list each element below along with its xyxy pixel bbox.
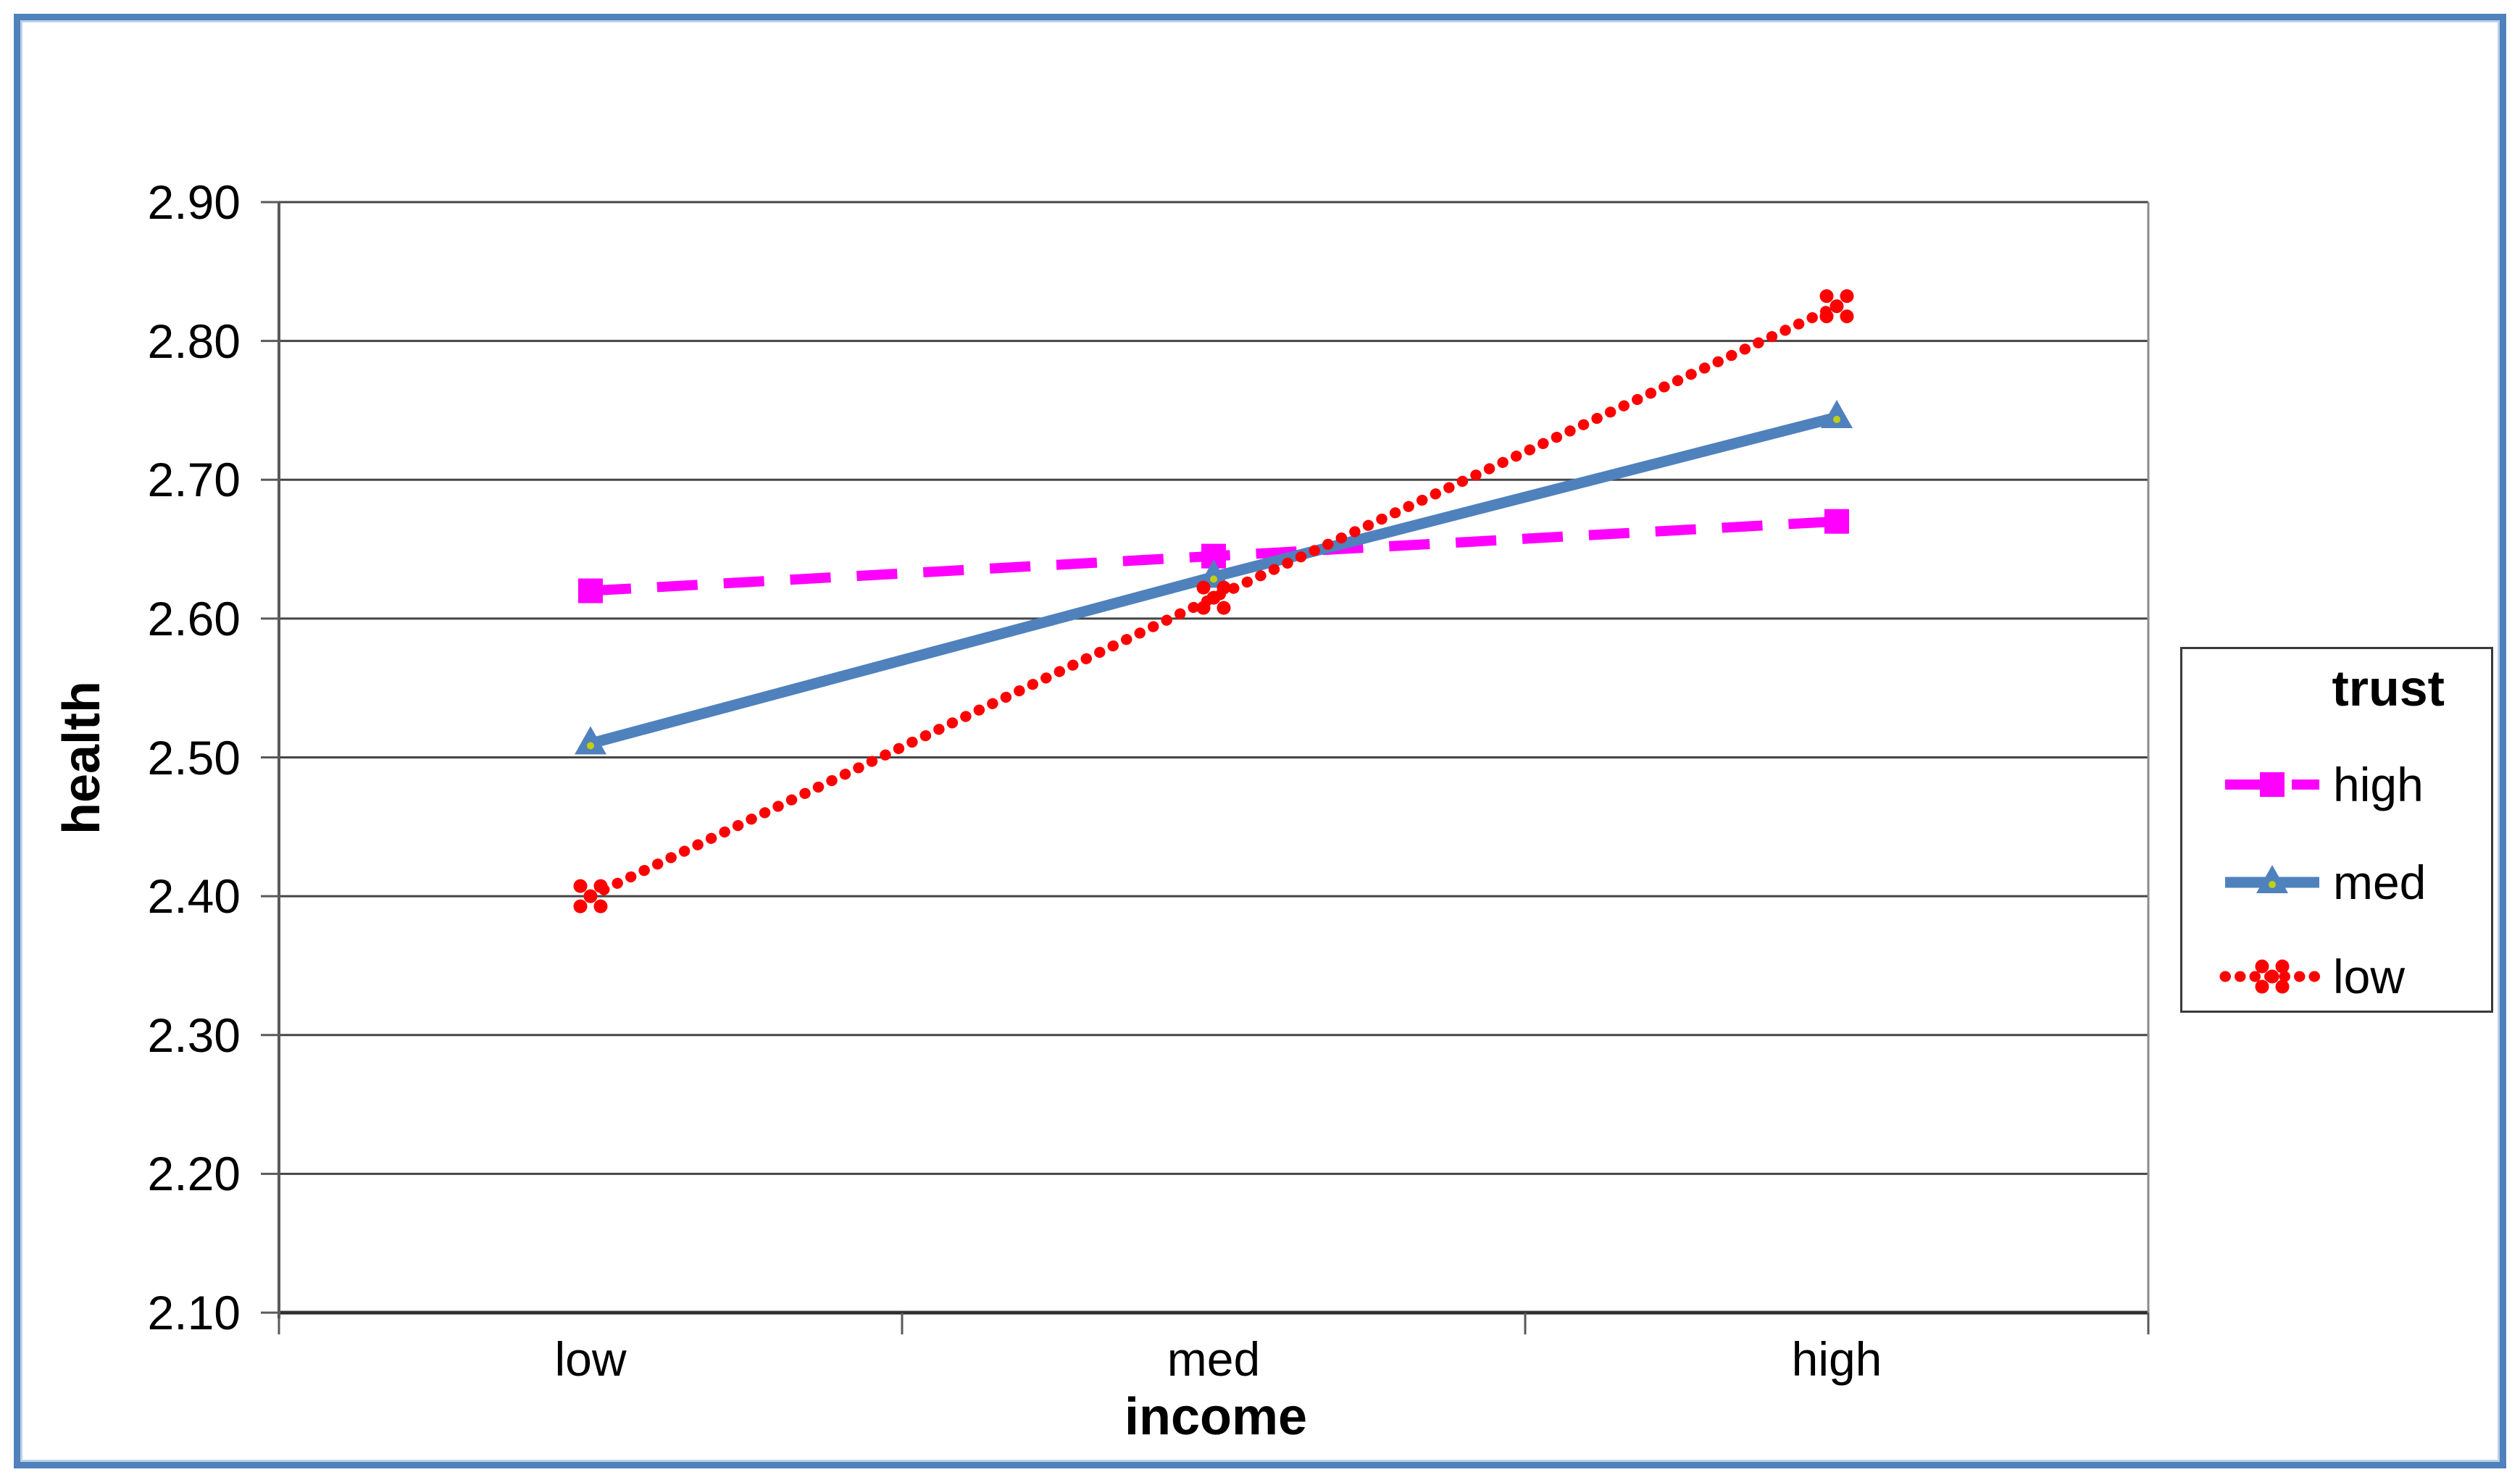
y-tick-label: 2.90 [147,175,241,229]
marker-square [2260,772,2285,797]
legend-item-med: med [2182,846,2491,919]
inner-border-line [20,20,2500,1462]
legend: trust high med low [2180,647,2493,1013]
marker-triangle [575,726,606,755]
marker-square [578,578,603,603]
legend-item-low: low [2182,940,2491,1013]
marker-triangle [1198,559,1230,588]
x-category-label: high [1791,1332,1882,1386]
marker-x [1196,580,1231,615]
legend-swatch-solid [2225,865,2319,893]
legend-swatch-dotted [2219,959,2325,994]
plot-area [261,201,2150,1334]
legend-item-label: high [2333,758,2424,811]
outer-border-frame [14,14,2506,1468]
x-category-label: low [554,1332,627,1386]
y-tick-label: 2.40 [147,869,241,924]
legend-item-high: high [2182,748,2491,821]
y-axis-title: health [53,680,111,835]
y-tick-label: 2.30 [147,1008,241,1062]
y-tick-label: 2.80 [147,314,241,368]
x-axis-title: income [1124,1388,1308,1446]
marker-triangle [1821,400,1853,429]
y-tick-label: 2.50 [147,730,241,785]
marker-x [573,879,608,913]
legend-item-label: med [2333,856,2427,909]
marker-x [1819,289,1854,324]
legend-swatch-dashed [2225,772,2319,797]
marker-square [1824,509,1849,534]
legend-item-label: low [2333,950,2406,1003]
y-tick-label: 2.60 [147,591,241,645]
x-category-label: med [1167,1332,1261,1386]
marker-triangle [2256,865,2288,893]
marker-x [2255,959,2290,994]
y-tick-label: 2.20 [147,1147,241,1201]
y-tick-label: 2.70 [147,453,241,507]
y-tick-label: 2.10 [147,1286,241,1339]
legend-title: trust [2332,660,2445,716]
